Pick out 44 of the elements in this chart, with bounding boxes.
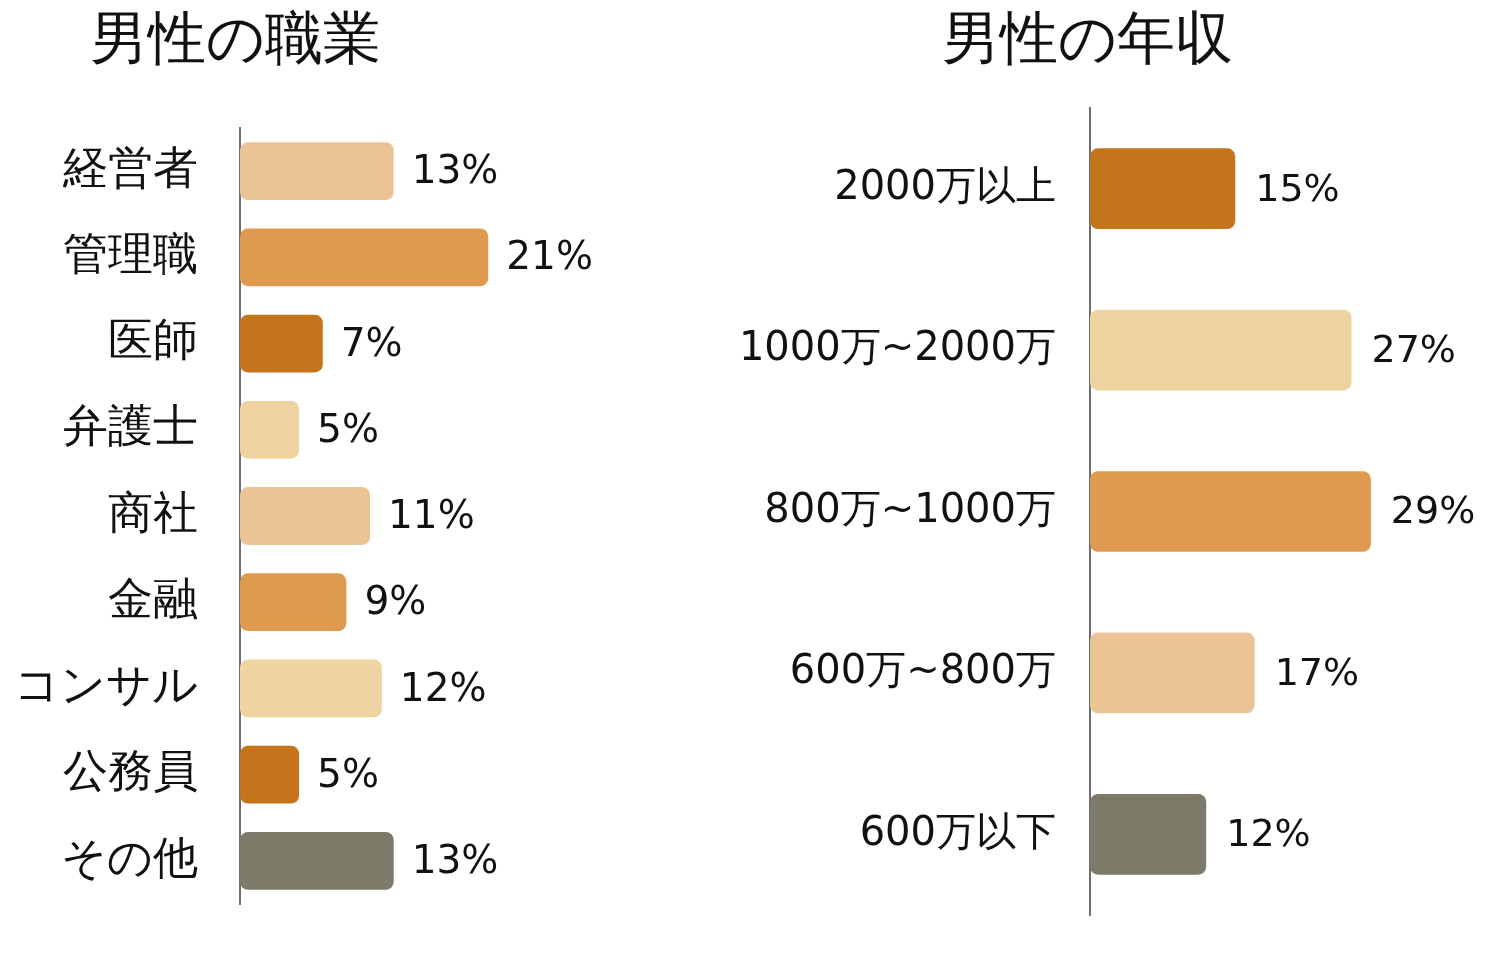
- y-tick-label: 商社: [108, 485, 198, 539]
- y-tick-label: 弁護士: [63, 399, 198, 453]
- data-label: 13%: [411, 837, 499, 883]
- bar: [1090, 632, 1255, 714]
- bar: [240, 400, 300, 459]
- data-label: 12%: [1226, 811, 1311, 856]
- bar: [240, 228, 489, 287]
- y-tick-label: 金融: [108, 571, 198, 625]
- data-label: 9%: [364, 578, 427, 624]
- y-tick-label: 1000万~2000万: [738, 323, 1056, 370]
- data-label: 5%: [317, 405, 379, 451]
- y-tick-label: コンサル: [14, 658, 198, 712]
- bar: [240, 832, 394, 890]
- y-tick-label: 公務員: [63, 744, 198, 798]
- y-tick-label: 600万以下: [859, 807, 1056, 854]
- bar: [1090, 309, 1352, 391]
- y-tick-label: 800万~1000万: [764, 484, 1056, 531]
- bar: [240, 573, 347, 632]
- y-tick-label: 医師: [108, 313, 198, 367]
- data-label: 5%: [317, 750, 379, 796]
- bar: [1090, 471, 1371, 552]
- chart-title: 男性の職業: [88, 4, 382, 74]
- data-label: 7%: [340, 319, 403, 365]
- data-label: 13%: [411, 147, 499, 193]
- data-label: 29%: [1390, 488, 1476, 533]
- y-tick-label: その他: [61, 830, 198, 884]
- bar: [240, 659, 382, 718]
- data-label: 17%: [1274, 649, 1360, 694]
- bar: [1090, 793, 1207, 875]
- y-tick-label: 600万~800万: [789, 646, 1056, 693]
- y-tick-label: 管理職: [63, 227, 198, 281]
- data-label: 12%: [399, 664, 487, 710]
- y-tick-label: 2000万以上: [834, 162, 1056, 209]
- y-tick-label: 経営者: [62, 140, 198, 194]
- chart-title: 男性の年収: [940, 4, 1234, 74]
- bar: [240, 745, 300, 804]
- bar: [1090, 148, 1236, 230]
- data-label: 11%: [388, 492, 475, 538]
- data-label: 15%: [1255, 165, 1340, 210]
- data-label: 21%: [506, 233, 593, 279]
- bar: [240, 487, 371, 545]
- bar: [240, 142, 394, 200]
- data-label: 27%: [1371, 326, 1456, 371]
- bar: [240, 314, 323, 373]
